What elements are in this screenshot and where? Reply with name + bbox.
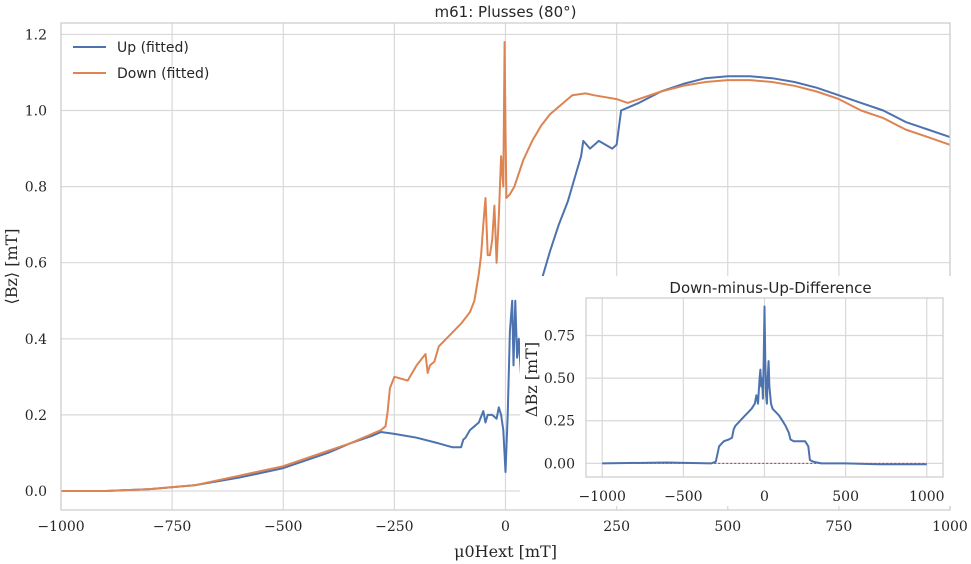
inset-x-tick-label: 1000 bbox=[909, 489, 945, 505]
x-tick-label: 500 bbox=[714, 519, 741, 535]
legend: Up (fitted) Down (fitted) bbox=[73, 40, 209, 82]
inset-y-tick-label: 0.50 bbox=[544, 371, 575, 387]
y-tick-label: 0.0 bbox=[25, 484, 47, 500]
x-tick-label: −500 bbox=[264, 519, 302, 535]
y-tick-label: 0.2 bbox=[25, 408, 47, 424]
y-tick-label: 0.6 bbox=[25, 256, 47, 272]
inset-x-tick-label: 500 bbox=[832, 489, 859, 505]
x-tick-label: −250 bbox=[375, 519, 413, 535]
inset-y-axis-label: ΔBz [mT] bbox=[522, 342, 541, 417]
inset-title: Down-minus-Up-Difference bbox=[669, 279, 871, 297]
inset-series-line bbox=[602, 305, 927, 466]
series-line bbox=[61, 75, 951, 492]
series-line bbox=[61, 41, 951, 492]
x-tick-label: 250 bbox=[603, 519, 630, 535]
x-axis-label: μ0Hext [mT] bbox=[454, 542, 557, 561]
inset-y-tick-label: 0.25 bbox=[544, 414, 575, 430]
main-plot: −1000 −750 −500 −250 0 250 500 750 1000 0.0 0.2 0.4… bbox=[2, 3, 968, 561]
inset-frame bbox=[585, 297, 944, 478]
inset-x-tick-label: −500 bbox=[664, 489, 702, 505]
x-tick-label: 750 bbox=[826, 519, 853, 535]
y-tick-label: 0.4 bbox=[25, 332, 47, 348]
main-plot-frame bbox=[60, 22, 951, 511]
inset-y-tick-label: 0.00 bbox=[544, 456, 575, 472]
inset-x-tick-label: −1000 bbox=[579, 489, 626, 505]
inset-plot: −1000 −500 0 500 1000 0.00 0.25 0.50 0.75 Down-mi… bbox=[520, 276, 960, 506]
y-axis-label: ⟨Bz⟩ [mT] bbox=[2, 228, 21, 304]
inset-y-tick-label: 0.75 bbox=[544, 329, 575, 345]
x-tick-label: 0 bbox=[501, 519, 510, 535]
y-tick-label: 1.0 bbox=[25, 104, 47, 120]
x-tick-label: −750 bbox=[153, 519, 191, 535]
legend-label: Down (fitted) bbox=[117, 66, 209, 82]
y-tick-label: 1.2 bbox=[25, 27, 47, 43]
legend-label: Up (fitted) bbox=[117, 40, 189, 56]
x-tick-label: 1000 bbox=[932, 519, 968, 535]
x-tick-label: −1000 bbox=[37, 519, 84, 535]
inset-x-tick-label: 0 bbox=[760, 489, 769, 505]
y-tick-label: 0.8 bbox=[25, 180, 47, 196]
chart-title: m61: Plusses (80°) bbox=[435, 3, 577, 21]
